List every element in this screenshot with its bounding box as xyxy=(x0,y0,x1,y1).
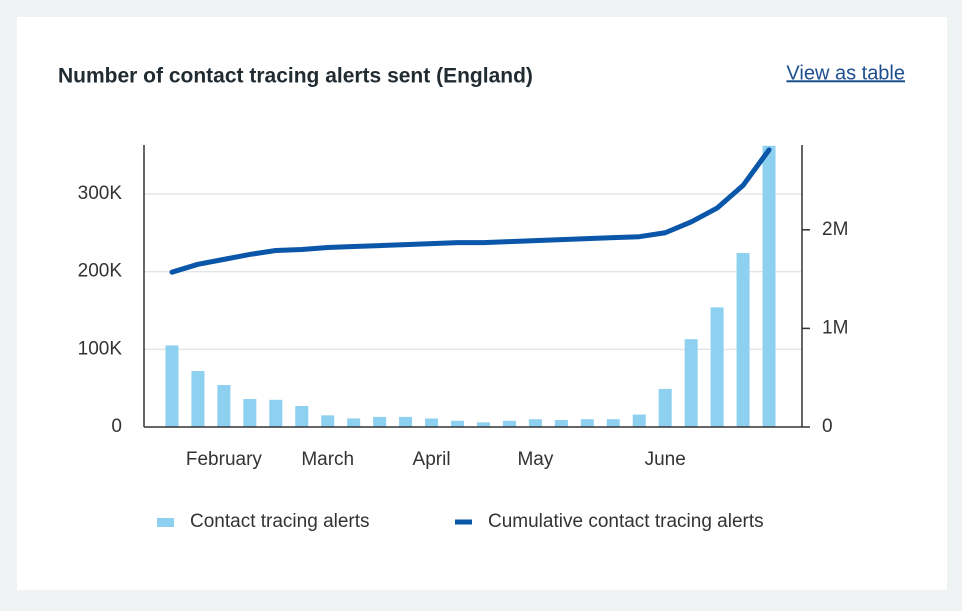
bar xyxy=(502,420,516,427)
line xyxy=(169,147,772,275)
bar xyxy=(710,307,724,427)
x-tick-label: April xyxy=(413,449,451,470)
bar xyxy=(295,406,309,427)
y-tick-label: 0 xyxy=(111,416,122,437)
bar xyxy=(658,388,672,427)
y-tick-label: 200K xyxy=(78,261,123,282)
x-tick-label: March xyxy=(301,449,354,470)
legend-label: Contact tracing alerts xyxy=(190,511,370,532)
bar xyxy=(451,420,465,427)
view-table-link[interactable]: View as table xyxy=(786,62,905,84)
x-tick-label: February xyxy=(186,449,263,470)
y-tick-label: 300K xyxy=(78,183,123,204)
y2-tick-label: 2M xyxy=(822,219,848,240)
bar xyxy=(528,419,542,427)
x-tick-label: June xyxy=(645,449,686,470)
bar xyxy=(399,416,413,427)
x-tick-label: May xyxy=(517,449,553,470)
chart-title: Number of contact tracing alerts sent (E… xyxy=(58,65,533,88)
bar xyxy=(580,419,594,427)
bar xyxy=(165,345,179,427)
bar xyxy=(191,371,205,427)
bar xyxy=(606,419,620,427)
y2-tick-label: 0 xyxy=(822,416,833,437)
bar xyxy=(736,252,750,427)
card xyxy=(17,17,947,590)
legend-swatch xyxy=(157,518,174,527)
bar xyxy=(321,415,335,427)
bar xyxy=(632,414,646,427)
bar xyxy=(269,399,283,427)
legend-label: Cumulative contact tracing alerts xyxy=(488,511,764,532)
bar xyxy=(554,420,568,427)
y2-tick-label: 1M xyxy=(822,317,848,338)
bar xyxy=(684,339,698,427)
bar xyxy=(243,399,257,427)
bar xyxy=(762,145,776,427)
bar xyxy=(476,422,490,427)
bar xyxy=(425,418,439,427)
y-tick-label: 100K xyxy=(78,338,123,359)
bar xyxy=(217,385,231,427)
bar xyxy=(373,416,387,427)
bar xyxy=(347,418,361,427)
